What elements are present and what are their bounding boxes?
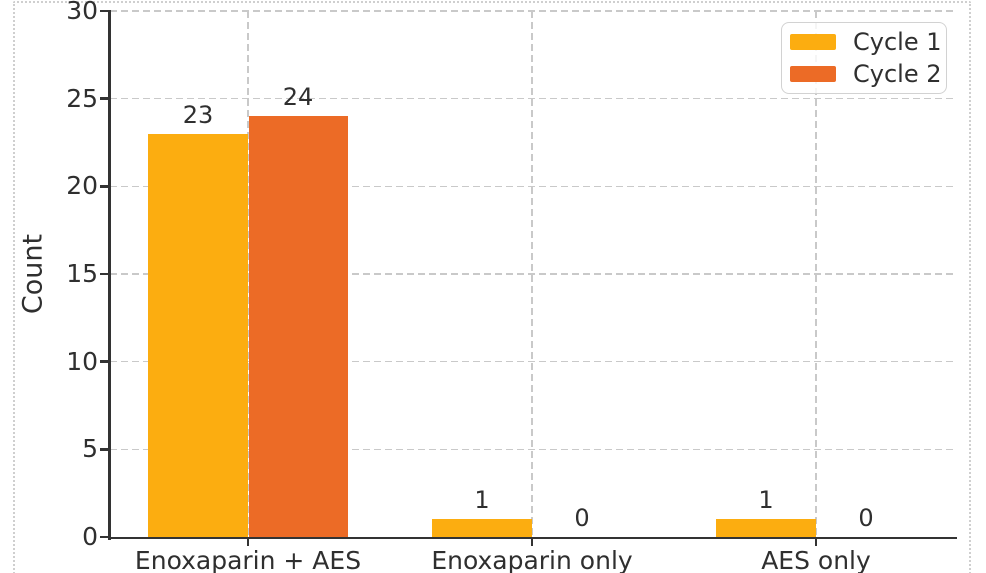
legend-item-cycle-1: Cycle 1	[782, 29, 946, 55]
x-tick-mark	[246, 538, 250, 546]
y-axis-title: Count	[17, 233, 49, 315]
bar-cycle-2	[248, 116, 348, 537]
gridline-horizontal	[110, 273, 957, 275]
y-tick-label: 15	[66, 259, 98, 288]
y-tick-label: 10	[66, 346, 98, 376]
y-tick-label: 0	[82, 522, 98, 551]
bar-cycle-1	[148, 133, 248, 537]
bar-value-label: 24	[282, 83, 314, 112]
legend-swatch-cycle-1	[790, 34, 836, 50]
gridline-vertical	[531, 11, 533, 537]
bar-value-label: 23	[182, 100, 214, 129]
x-tick-label: AES only	[761, 546, 871, 573]
y-tick-mark	[100, 272, 108, 276]
x-tick-label: Enoxaparin only	[431, 546, 633, 573]
bar-value-label: 0	[574, 504, 590, 532]
bar-value-label: 1	[758, 486, 774, 515]
legend: Cycle 1 Cycle 2	[781, 22, 947, 94]
legend-label-cycle-2: Cycle 2	[853, 60, 942, 88]
legend-swatch-cycle-2	[790, 66, 836, 82]
x-tick-label: Enoxaparin + AES	[134, 546, 362, 573]
gridline-horizontal	[110, 360, 957, 363]
legend-label-cycle-1: Cycle 1	[853, 28, 942, 56]
y-tick-mark	[100, 448, 108, 451]
x-tick-mark	[814, 538, 818, 546]
y-tick-mark	[100, 9, 108, 13]
gridline-vertical	[815, 11, 817, 537]
y-tick-mark	[100, 97, 108, 100]
y-tick-mark	[100, 185, 108, 188]
y-axis-spine	[108, 10, 111, 540]
figure-dotted-border	[13, 1, 971, 573]
y-tick-label: 20	[66, 171, 98, 201]
x-axis-spine	[108, 536, 957, 539]
bar-value-label: 1	[474, 486, 490, 515]
x-tick-mark	[530, 538, 534, 546]
y-tick-mark	[100, 535, 108, 539]
y-tick-label: 5	[82, 434, 98, 464]
bar-cycle-1	[432, 519, 532, 537]
bar-cycle-1	[716, 519, 816, 537]
gridline-horizontal	[110, 185, 957, 188]
legend-item-cycle-2: Cycle 2	[782, 61, 946, 87]
gridline-horizontal	[110, 448, 957, 451]
bar-value-label: 0	[858, 504, 874, 532]
gridline-vertical	[247, 11, 249, 537]
gridline-horizontal	[110, 97, 957, 100]
gridline-horizontal	[110, 10, 957, 12]
y-tick-label: 30	[66, 0, 98, 25]
y-tick-label: 25	[66, 83, 98, 113]
y-tick-mark	[100, 360, 108, 363]
